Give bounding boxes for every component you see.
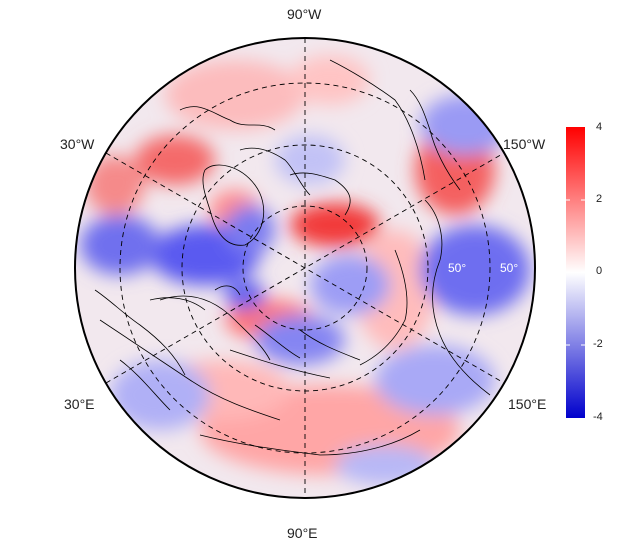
lon-label-150e: 150°E (508, 396, 547, 412)
colorbar-tick-label: 0 (596, 265, 603, 277)
lon-label-90w: 90°W (287, 6, 322, 22)
colorbar (566, 127, 585, 418)
lat-label-50-inner: 50° (448, 261, 467, 275)
meridian-30e-150w (105, 152, 505, 384)
colorbar-tick-label: 4 (596, 121, 603, 133)
map-boundary (74, 37, 536, 499)
colorbar-tick-label: -4 (593, 411, 603, 423)
colorbar-tick-label: 2 (596, 193, 603, 205)
colorbar-ticks (566, 199, 585, 346)
lon-label-30w: 30°W (60, 136, 95, 152)
lon-label-30e: 30°E (64, 396, 95, 412)
lon-label-90e: 90°E (287, 525, 318, 541)
lon-label-150w: 150°W (503, 136, 546, 152)
colorbar-tick-label: -2 (593, 338, 603, 350)
coastlines (94, 59, 491, 456)
anomaly-field (75, 38, 535, 498)
lat-label-50-outer: 50° (500, 261, 519, 275)
lat-circle-80 (242, 205, 368, 331)
graticule (105, 38, 505, 498)
